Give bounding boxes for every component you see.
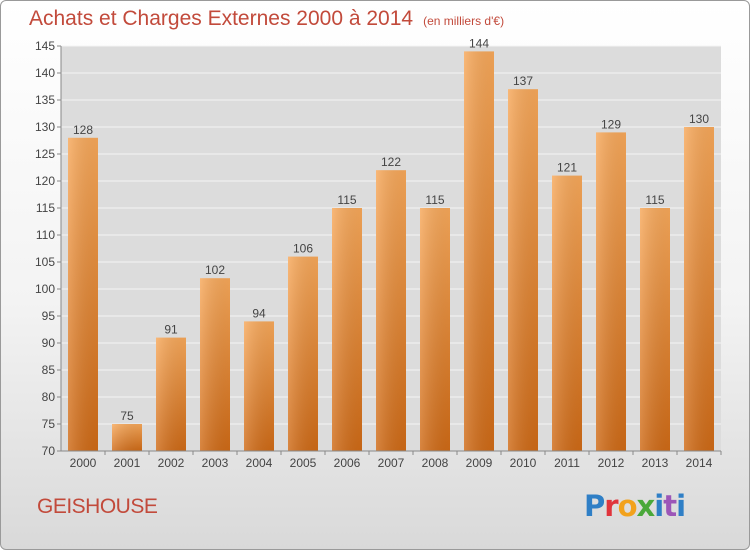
chart-title-text: Achats et Charges Externes 2000 à 2014	[29, 7, 414, 30]
x-tick-label: 2010	[510, 456, 537, 470]
y-tick-label: 125	[35, 147, 55, 161]
bar-value-label: 115	[645, 193, 664, 207]
location-name: GEISHOUSE	[37, 495, 158, 518]
bar-shade	[684, 127, 714, 451]
x-tick-label: 2001	[114, 456, 141, 470]
bar-shade	[376, 170, 406, 451]
bar-value-label: 75	[120, 409, 134, 423]
y-tick-label: 105	[35, 255, 55, 269]
bar-shade	[244, 321, 274, 451]
x-tick-label: 2014	[686, 456, 713, 470]
y-tick-label: 140	[35, 66, 55, 80]
y-tick-label: 90	[42, 336, 56, 350]
bar-shade	[420, 208, 450, 451]
x-tick-label: 2000	[70, 456, 97, 470]
bar-value-label: 115	[425, 193, 444, 207]
bar-shade	[508, 89, 538, 451]
bar-value-label: 122	[381, 155, 401, 169]
bar-shade	[68, 137, 98, 452]
bar-shade	[596, 132, 626, 451]
chart-title: Achats et Charges Externes 2000 à 2014 (e…	[29, 7, 504, 31]
bar-shade	[112, 424, 142, 451]
x-tick-label: 2004	[246, 456, 273, 470]
y-tick-label: 115	[36, 201, 55, 215]
x-tick-label: 2005	[290, 456, 317, 470]
x-tick-label: 2009	[466, 456, 493, 470]
bar-value-label: 121	[557, 161, 577, 175]
bar-value-label: 129	[601, 117, 621, 131]
y-tick-label: 145	[35, 39, 55, 53]
x-tick-label: 2007	[378, 456, 405, 470]
y-tick-label: 95	[42, 309, 56, 323]
proxiti-logo: Proxiti	[584, 489, 686, 523]
bars: 128 75 91 102 94 106 115 122 115 144 137 121 129 115 1…	[68, 36, 714, 452]
x-tick-label: 2011	[554, 456, 580, 470]
bar-value-label: 137	[513, 74, 533, 88]
bar-shade	[156, 337, 186, 451]
y-tick-label: 75	[42, 417, 56, 431]
bar-shade	[200, 278, 230, 451]
bar-shade	[640, 208, 670, 451]
bar-value-label: 130	[689, 112, 709, 126]
x-tick-label: 2008	[422, 456, 449, 470]
bar-shade	[288, 256, 318, 451]
bar-value-label: 144	[469, 36, 489, 50]
y-tick-label: 100	[35, 282, 55, 296]
x-tick-label: 2006	[334, 456, 361, 470]
bar-value-label: 106	[293, 242, 313, 256]
x-axis: 2000 2001 2002 2003 2004 2005 2006 2007 2008 2009…	[61, 450, 722, 470]
x-tick-label: 2012	[598, 456, 625, 470]
y-tick-label: 85	[42, 363, 56, 377]
y-axis: 70 75 80 85 90 95 100 105 110 115 120 125 130 135 140 1…	[35, 39, 62, 458]
y-tick-label: 120	[35, 174, 55, 188]
x-tick-label: 2002	[158, 456, 185, 470]
bar-value-label: 102	[205, 263, 225, 277]
bar-value-label: 115	[337, 193, 356, 207]
y-tick-label: 130	[35, 120, 55, 134]
bar-value-label: 91	[164, 323, 178, 337]
x-tick-label: 2013	[642, 456, 669, 470]
y-tick-label: 135	[35, 93, 55, 107]
y-tick-label: 70	[42, 444, 56, 458]
y-tick-label: 80	[42, 390, 56, 404]
bar-shade	[332, 208, 362, 451]
x-tick-label: 2003	[202, 456, 229, 470]
y-tick-label: 110	[36, 228, 55, 242]
chart-unit: (en milliers d'€)	[423, 14, 505, 28]
bar-shade	[552, 175, 582, 451]
bar-value-label: 128	[73, 123, 93, 137]
bar-shade	[464, 51, 494, 452]
bar-value-label: 94	[252, 306, 266, 320]
